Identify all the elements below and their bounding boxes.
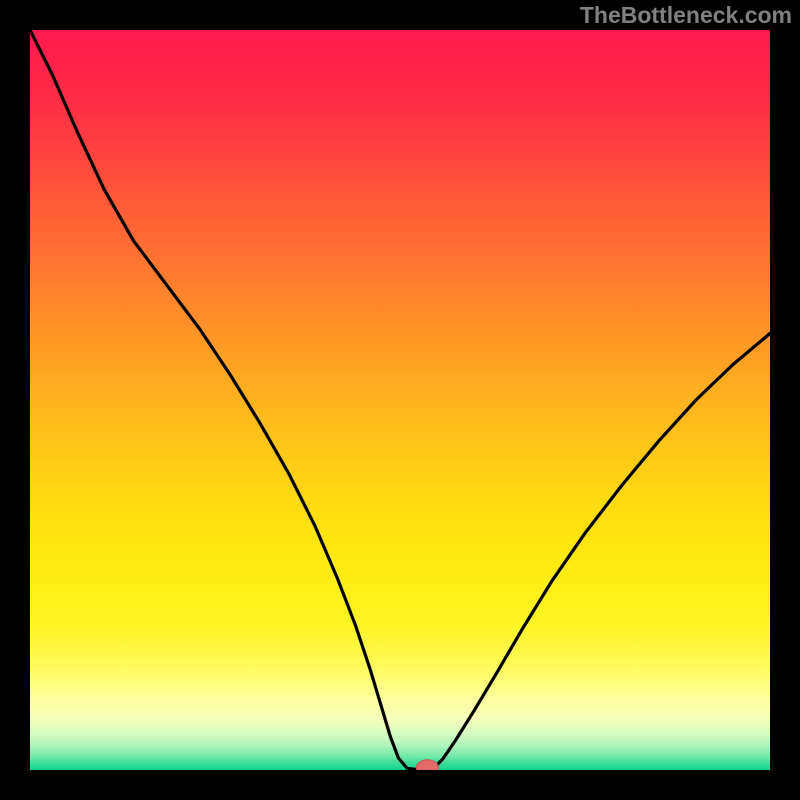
gradient-background <box>30 30 770 770</box>
watermark-text: TheBottleneck.com <box>580 2 792 29</box>
gradient-plot <box>30 30 770 770</box>
chart-container: { "meta": { "width_px": 800, "height_px"… <box>0 0 800 800</box>
